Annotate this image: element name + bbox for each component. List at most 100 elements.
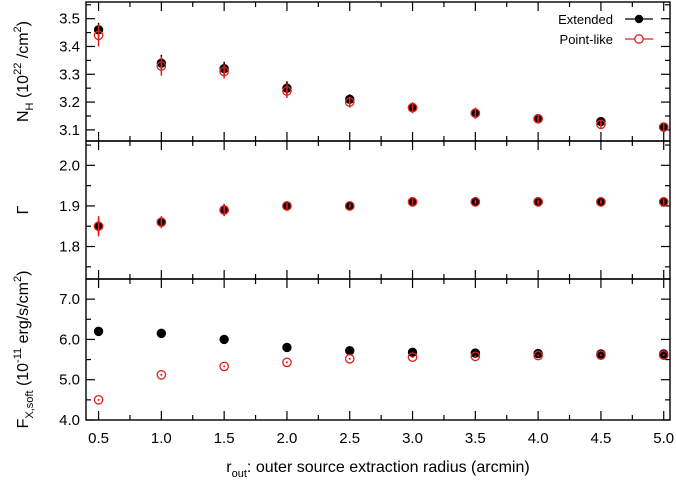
panel-frame xyxy=(85,140,671,280)
data-point-center xyxy=(474,112,477,115)
data-point-center xyxy=(285,89,288,92)
data-point-center xyxy=(662,354,665,357)
data-point-center xyxy=(348,357,351,360)
x-tick-label: 2.0 xyxy=(277,430,298,447)
y-axis-label: FX,soft (10-11 erg/s/cm2) xyxy=(12,271,36,429)
data-point xyxy=(658,350,669,360)
panel-nh: 3.1 3.2 3.3 3.4 3.5 NH (1022 /cm2) xyxy=(12,1,671,142)
data-point-center xyxy=(474,355,477,358)
data-point-center xyxy=(97,34,100,37)
series-point-like xyxy=(93,197,669,237)
y-tick-label: 3.4 xyxy=(59,38,80,55)
data-point-center xyxy=(411,356,414,359)
data-point xyxy=(658,197,669,207)
y-tick-label: 4.0 xyxy=(59,412,80,429)
data-point xyxy=(282,201,292,211)
data-point xyxy=(219,205,230,215)
y-tick-label: 3.3 xyxy=(59,66,80,83)
data-point xyxy=(596,119,606,130)
data-point xyxy=(93,395,104,405)
data-point-center xyxy=(537,354,540,357)
y-tick-label: 7.0 xyxy=(59,291,80,308)
data-point-center xyxy=(599,200,602,203)
data-point xyxy=(219,334,229,345)
legend-marker xyxy=(634,34,644,44)
data-point-center xyxy=(599,123,602,126)
data-point xyxy=(533,350,543,361)
data-point xyxy=(344,97,355,107)
data-point-center xyxy=(662,126,665,129)
x-tick-label: 1.0 xyxy=(151,430,172,447)
data-point xyxy=(470,351,481,362)
data-point-center xyxy=(537,117,540,120)
data-point xyxy=(470,197,481,207)
data-point xyxy=(658,122,669,132)
data-point-center xyxy=(411,200,414,203)
data-point-center xyxy=(160,221,163,224)
data-point xyxy=(407,352,418,363)
series-extended xyxy=(93,326,669,359)
data-point xyxy=(344,353,355,364)
data-point xyxy=(407,102,418,113)
x-tick-label: 0.5 xyxy=(88,430,109,447)
data-point-center xyxy=(411,106,414,109)
y-tick-label: 3.5 xyxy=(59,11,80,28)
data-point-center xyxy=(223,365,226,368)
data-point xyxy=(93,30,104,41)
y-axis-label: Γ xyxy=(15,205,32,214)
y-tick-label: 6.0 xyxy=(59,331,80,348)
data-point xyxy=(219,361,230,372)
y-tick-label: 3.1 xyxy=(59,122,80,139)
data-point xyxy=(219,66,230,77)
panel-frame xyxy=(85,278,671,421)
legend-label: Extended xyxy=(558,12,613,27)
y-axis-label: NH (1022 /cm2) xyxy=(12,21,36,122)
data-point xyxy=(533,197,543,207)
data-point-center xyxy=(223,70,226,73)
data-point-center xyxy=(223,209,226,211)
x-tick-label: 4.0 xyxy=(528,430,549,447)
data-point-center xyxy=(97,225,100,228)
y-tick-label: 3.2 xyxy=(59,94,80,111)
data-point xyxy=(596,197,606,207)
series-extended xyxy=(93,197,669,235)
x-tick-label: 4.5 xyxy=(590,430,611,447)
data-point-center xyxy=(348,101,351,104)
data-point xyxy=(93,326,104,337)
data-point xyxy=(345,346,355,356)
data-point xyxy=(407,197,418,207)
data-point xyxy=(344,201,355,211)
data-point xyxy=(470,108,481,119)
x-tick-label: 2.5 xyxy=(339,430,360,447)
panel-gamma: 1.8 1.9 2.0 Γ xyxy=(15,140,671,280)
data-point xyxy=(156,217,167,228)
x-tick-label: 5.0 xyxy=(653,430,674,447)
x-tick-label: 3.0 xyxy=(402,430,423,447)
data-point-center xyxy=(285,361,288,364)
data-point-center xyxy=(348,204,351,207)
y-tick-label: 2.0 xyxy=(59,157,80,174)
panels: 3.1 3.2 3.3 3.4 3.5 NH (1022 /cm2) 1.8 1.9 2.0 Γ 4… xyxy=(12,1,671,429)
data-point xyxy=(533,113,543,124)
data-point-center xyxy=(599,354,602,357)
panel-flux: 4.0 5.0 6.0 7.0 FX,soft (10-11 erg/s/cm2) xyxy=(12,271,671,429)
x-tick-label: 1.5 xyxy=(214,430,235,447)
x-axis: 0.5 1.0 1.5 2.0 2.5 3.0 3.5 4.0 4.5 5.0 rout: oute… xyxy=(88,430,674,480)
data-point xyxy=(596,350,606,360)
data-point-center xyxy=(662,200,665,203)
series-point-like xyxy=(93,24,669,132)
data-point-center xyxy=(537,200,540,203)
x-tick-label: 3.5 xyxy=(465,430,486,447)
data-point xyxy=(156,61,167,71)
data-point-center xyxy=(160,373,163,376)
legend-label: Point-like xyxy=(560,32,613,47)
data-point xyxy=(282,342,292,353)
y-tick-label: 5.0 xyxy=(59,372,80,389)
y-tick-label: 1.8 xyxy=(59,239,80,256)
legend: Extended Point-like xyxy=(558,12,653,47)
data-point-center xyxy=(285,204,288,207)
data-point-center xyxy=(474,200,477,203)
data-point xyxy=(156,370,167,380)
x-axis-label: rout: outer source extraction radius (ar… xyxy=(226,459,529,480)
